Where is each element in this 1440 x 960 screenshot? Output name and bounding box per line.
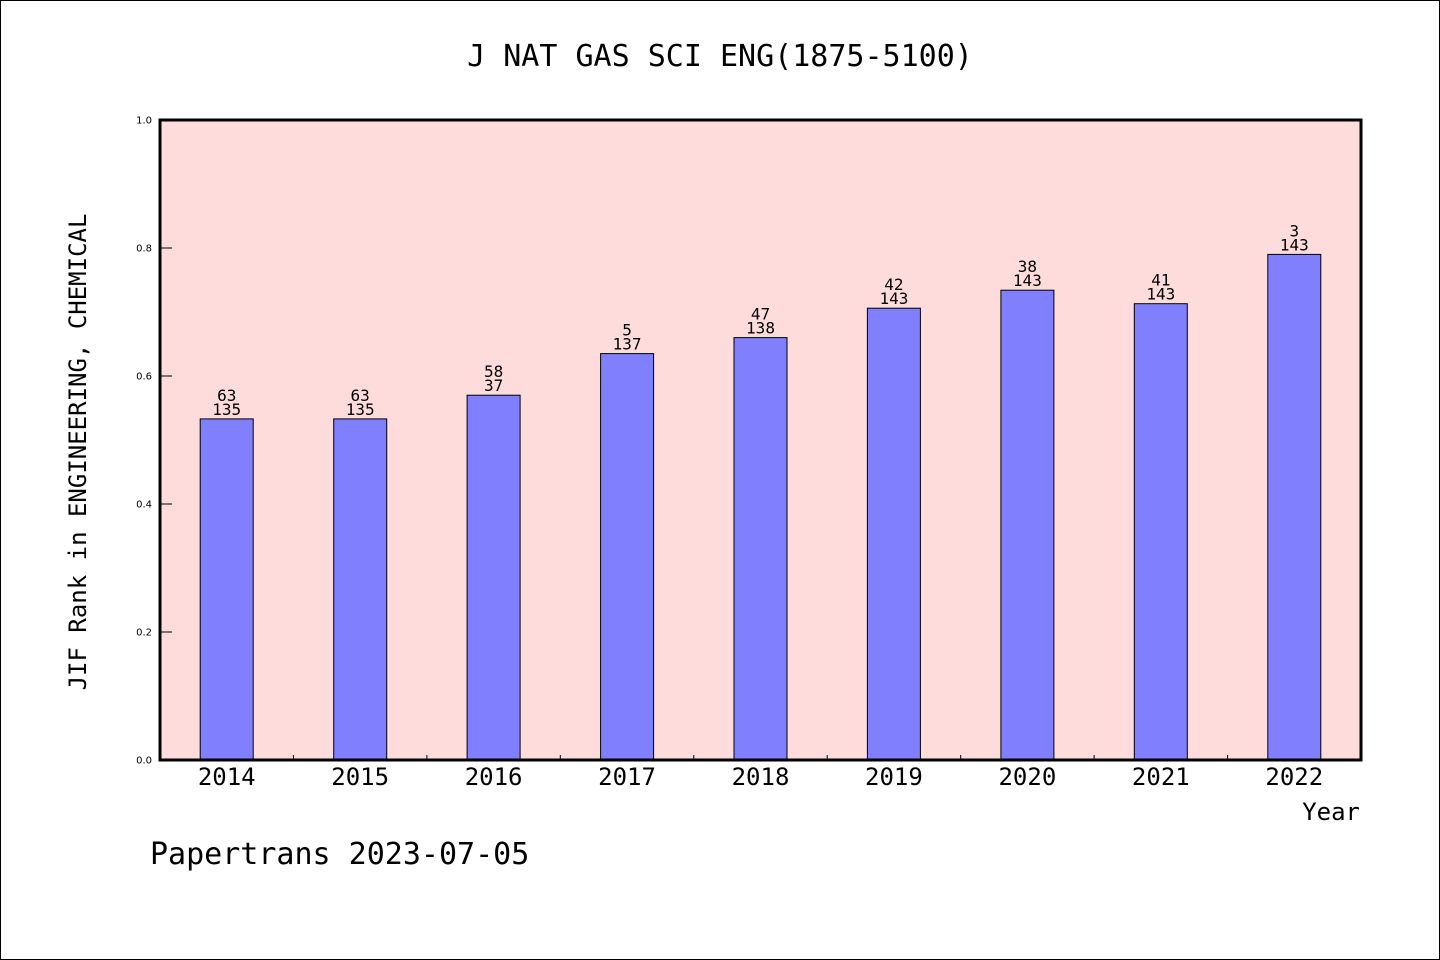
bar-label-top-2019: 42 — [884, 275, 903, 294]
x-tick-label-2016: 2016 — [465, 763, 523, 791]
bar-label-top-2016: 58 — [484, 362, 503, 381]
bar-2014 — [199, 418, 254, 761]
x-tick-label-2022: 2022 — [1265, 763, 1323, 791]
bar-label-top-2017: 5 — [622, 321, 632, 340]
bar-label-bottom-2020: 143 — [1013, 271, 1042, 290]
bar-label-bottom-2016: 37 — [484, 376, 503, 395]
y-tick-label-0.2: 0.2 — [136, 628, 152, 639]
plot-border — [158, 118, 1363, 762]
x-tick-label-2017: 2017 — [598, 763, 656, 791]
x-tick-label-2014: 2014 — [198, 763, 256, 791]
bar-2015 — [333, 418, 388, 761]
x-tick-label-2020: 2020 — [998, 763, 1056, 791]
bar-2022 — [1267, 253, 1322, 761]
x-axis: 2014 2015 2016 2017 2018 2019 2020 2021 2022 — [198, 755, 1323, 791]
bar-2019 — [866, 307, 921, 761]
bar-label-top-2020: 38 — [1018, 257, 1037, 276]
bar-2020 — [1000, 289, 1055, 761]
bar-label-bottom-2014: 135 — [212, 400, 241, 419]
x-tick-label-2021: 2021 — [1132, 763, 1190, 791]
chart-title: J NAT GAS SCI ENG(1875-5100) — [467, 39, 973, 74]
credit-text: Papertrans 2023-07-05 — [150, 837, 529, 872]
y-tick-label-0.6: 0.6 — [136, 372, 152, 383]
bar-2016 — [466, 394, 521, 761]
y-tick-label-0.4: 0.4 — [136, 500, 152, 511]
bar-label-top-2015: 63 — [351, 386, 370, 405]
bar-label-bottom-2018: 138 — [746, 319, 775, 338]
bar-label-bottom-2021: 143 — [1146, 285, 1175, 304]
bar-label-top-2022: 3 — [1289, 221, 1299, 240]
bar-label-top-2021: 41 — [1151, 271, 1170, 290]
bar-2021 — [1133, 303, 1188, 761]
y-tick-label-1.0: 1.0 — [136, 116, 152, 127]
y-tick-label-0.8: 0.8 — [136, 244, 152, 255]
x-tick-label-2015: 2015 — [331, 763, 389, 791]
bar-label-top-2018: 47 — [751, 305, 770, 324]
bars — [199, 253, 1322, 761]
x-axis-title: Year — [1302, 798, 1360, 826]
bar-label-bottom-2015: 135 — [346, 400, 375, 419]
bar-label-bottom-2017: 137 — [613, 335, 642, 354]
bar-2018 — [733, 337, 788, 761]
y-axis-title: JIF Rank in ENGINEERING, CHEMICAL — [64, 214, 92, 691]
x-tick-label-2019: 2019 — [865, 763, 923, 791]
bar-2017 — [600, 353, 655, 761]
bar-label-bottom-2019: 143 — [879, 289, 908, 308]
y-tick-label-0.0: 0.0 — [136, 756, 152, 767]
bar-label-bottom-2022: 143 — [1280, 235, 1309, 254]
bar-label-top-2014: 63 — [217, 386, 236, 405]
x-tick-label-2018: 2018 — [732, 763, 790, 791]
